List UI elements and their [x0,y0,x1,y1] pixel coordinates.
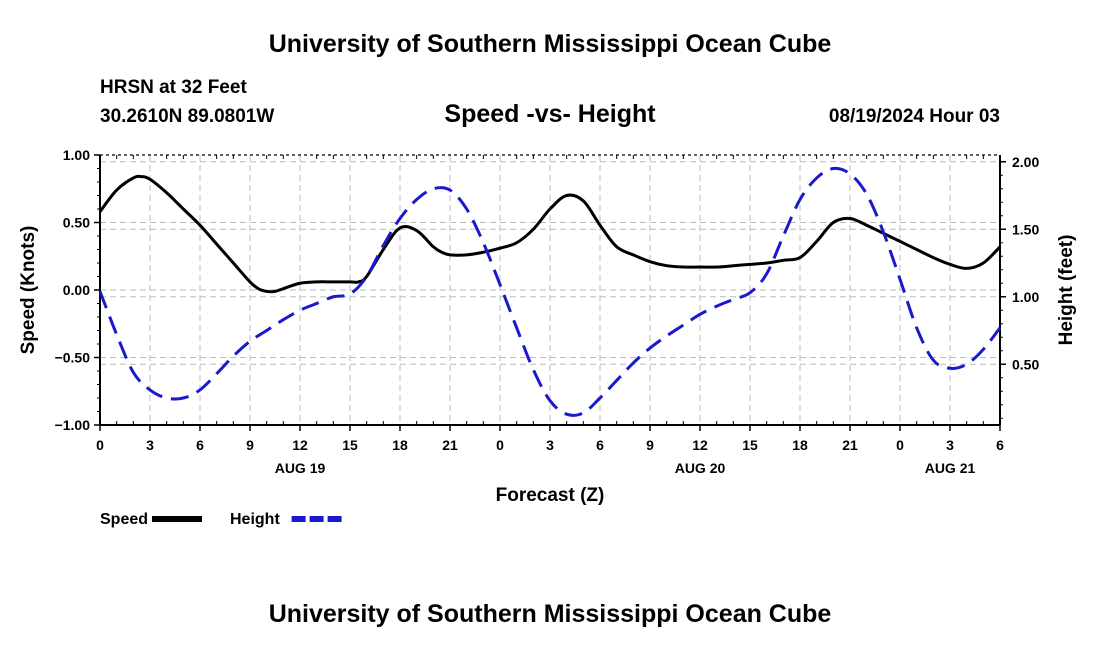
x-tick-label: 21 [842,437,858,453]
x-tick-label: 21 [442,437,458,453]
x-tick-label: 9 [246,437,254,453]
date-label: AUG 19 [275,460,326,476]
x-tick-label: 18 [792,437,808,453]
x-tick-label: 15 [742,437,758,453]
x-tick-label: 0 [496,437,504,453]
x-tick-label: 3 [146,437,154,453]
chart-subtitle: Speed -vs- Height [444,100,656,128]
date-label: AUG 21 [925,460,976,476]
x-tick-label: 0 [96,437,104,453]
y-left-tick-label: 0.50 [63,215,90,231]
y-left-axis-title: Speed (Knots) [18,226,39,355]
x-tick-label: 6 [996,437,1004,453]
y-left-tick-label: 1.00 [63,147,90,163]
x-tick-label: 9 [646,437,654,453]
legend-label-height: Height [230,511,280,528]
x-tick-label: 3 [546,437,554,453]
legend-label-speed: Speed [100,511,148,528]
y-right-axis-title: Height (feet) [1056,235,1077,346]
station-label: HRSN at 32 Feet [100,77,247,98]
x-axis-title: Forecast (Z) [496,485,605,506]
y-right-tick-label: 2.00 [1012,154,1039,170]
series-line-height [98,166,1002,417]
footer-title: University of Southern Mississippi Ocean… [268,600,832,628]
y-left-tick-label: −0.50 [55,350,91,366]
y-right-tick-label: 1.50 [1012,221,1039,237]
x-tick-label: 6 [596,437,604,453]
date-label: AUG 20 [675,460,726,476]
y-left-tick-label: 0.00 [63,282,90,298]
x-tick-label: 15 [342,437,358,453]
y-right-tick-label: 1.00 [1012,289,1039,305]
x-tick-label: 18 [392,437,408,453]
series-line-speed [98,174,1002,294]
x-tick-label: 12 [692,437,708,453]
y-right-tick-label: 0.50 [1012,356,1039,372]
x-tick-label: 12 [292,437,308,453]
y-left-tick-label: −1.00 [55,417,91,433]
x-tick-label: 3 [946,437,954,453]
forecast-datetime: 08/19/2024 Hour 03 [828,106,1000,127]
chart-title: University of Southern Mississippi Ocean… [268,30,832,58]
x-tick-label: 6 [196,437,204,453]
station-coordinates: 30.2610N 89.0801W [100,106,275,127]
x-tick-label: 0 [896,437,904,453]
